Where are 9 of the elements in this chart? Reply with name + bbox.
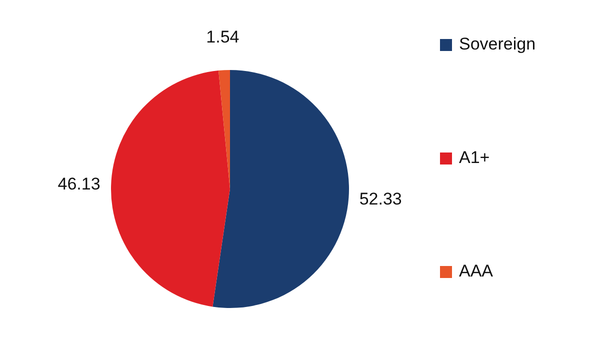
pie-slice	[111, 70, 230, 307]
data-label: 52.33	[359, 190, 402, 209]
legend-label: Sovereign	[459, 34, 536, 54]
legend-label: A1+	[459, 148, 490, 167]
pie-slice	[212, 70, 349, 308]
data-label: 1.54	[206, 28, 240, 47]
pie-slice	[218, 70, 230, 189]
data-label: 46.13	[58, 174, 100, 194]
legend-label: AAA	[459, 261, 494, 280]
